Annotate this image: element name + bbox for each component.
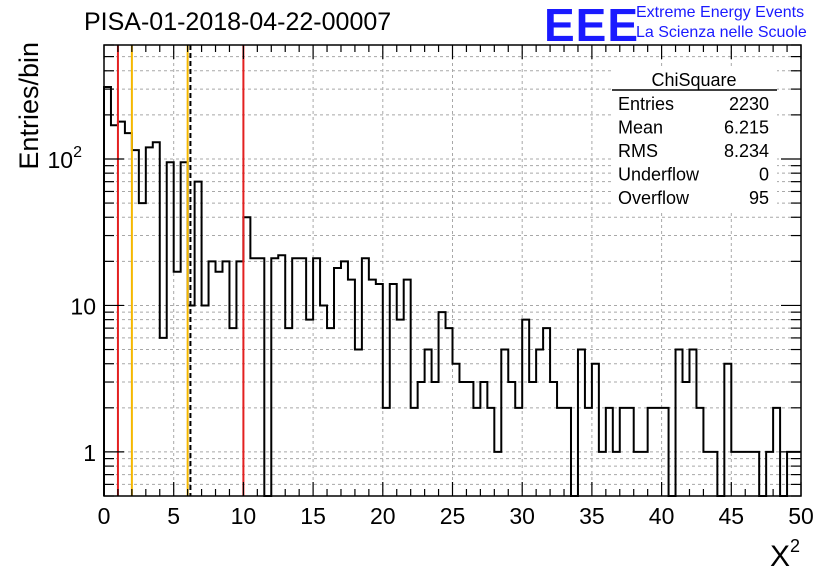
x-tick-label: 0	[98, 503, 111, 529]
grid-layer	[104, 45, 801, 496]
marker-lines-layer	[116, 45, 245, 496]
stats-label: Entries	[618, 94, 674, 114]
y-tick-label: 102	[48, 144, 83, 173]
x-tick-label: 25	[440, 503, 466, 529]
x-tick-label: 5	[167, 503, 180, 529]
stats-value: 6.215	[724, 118, 769, 138]
run-title: PISA-01-2018-04-22-00007	[84, 8, 392, 36]
x-tick-label: 20	[370, 503, 396, 529]
y-axis-title: Entries/bin	[14, 42, 44, 170]
stats-value: 95	[749, 188, 769, 208]
eee-logo: EEE	[544, 0, 640, 51]
stats-label: Mean	[618, 118, 663, 138]
stats-value: 0	[759, 165, 769, 185]
stats-value: 8.234	[724, 141, 769, 161]
stats-label: Overflow	[618, 188, 690, 208]
stats-label: Underflow	[618, 165, 700, 185]
x-tick-label: 35	[579, 503, 605, 529]
x-tick-label: 10	[231, 503, 257, 529]
logo-line-2: La Scienza nelle Scuole	[636, 24, 807, 41]
stats-label: RMS	[618, 141, 658, 161]
x-tick-label: 50	[788, 503, 814, 529]
logo-line-1: Extreme Energy Events	[636, 4, 805, 21]
x-tick-label: 40	[649, 503, 675, 529]
y-tick-label: 10	[70, 293, 96, 319]
x-axis-title: X2	[770, 536, 800, 572]
x-tick-label: 30	[509, 503, 535, 529]
x-tick-label: 45	[719, 503, 745, 529]
stats-value: 2230	[729, 94, 769, 114]
x-tick-label: 15	[300, 503, 326, 529]
stats-box: ChiSquare Entries 2230 Mean 6.215 RMS 8.234 Und…	[612, 66, 777, 211]
y-tick-label: 1	[83, 440, 96, 466]
stats-title: ChiSquare	[651, 70, 736, 90]
